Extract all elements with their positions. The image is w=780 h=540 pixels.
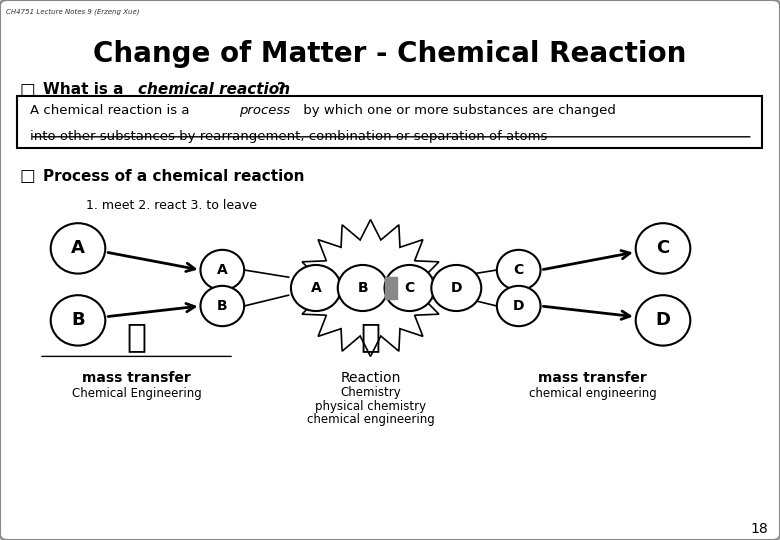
Circle shape [200, 250, 244, 290]
Text: □: □ [20, 167, 35, 185]
Text: Process of a chemical reaction: Process of a chemical reaction [43, 169, 304, 184]
Text: C: C [657, 239, 669, 258]
Text: Chemistry: Chemistry [340, 386, 401, 399]
Text: chemical engineering: chemical engineering [307, 413, 434, 426]
Text: mass transfer: mass transfer [538, 371, 647, 385]
Circle shape [636, 295, 690, 346]
Circle shape [497, 250, 541, 290]
Text: A: A [217, 263, 228, 277]
Text: What is a: What is a [43, 83, 129, 98]
Text: Reaction: Reaction [340, 371, 401, 385]
Text: Change of Matter - Chemical Reaction: Change of Matter - Chemical Reaction [94, 39, 686, 68]
Text: ?: ? [277, 83, 285, 98]
Text: Chemical Engineering: Chemical Engineering [72, 387, 201, 400]
Text: by which one or more substances are changed: by which one or more substances are chan… [299, 104, 615, 117]
Circle shape [497, 286, 541, 326]
Circle shape [636, 223, 690, 274]
Polygon shape [296, 220, 445, 356]
Text: B: B [217, 299, 228, 313]
Text: A chemical reaction is a: A chemical reaction is a [30, 104, 193, 117]
Bar [385, 277, 397, 299]
Text: chemical engineering: chemical engineering [529, 387, 657, 400]
Text: ⏞: ⏞ [126, 320, 147, 353]
Text: □: □ [20, 81, 35, 99]
Text: process: process [239, 104, 291, 117]
Text: C: C [404, 281, 415, 295]
Text: chemical reaction: chemical reaction [138, 83, 290, 98]
Text: D: D [513, 299, 524, 313]
Circle shape [51, 223, 105, 274]
Text: A: A [71, 239, 85, 258]
Text: 18: 18 [750, 522, 768, 536]
Circle shape [385, 265, 434, 311]
Text: mass transfer: mass transfer [82, 371, 191, 385]
Text: D: D [451, 281, 462, 295]
Text: D: D [655, 312, 671, 329]
Text: B: B [357, 281, 368, 295]
FancyBboxPatch shape [17, 96, 762, 147]
Text: B: B [71, 312, 85, 329]
Text: CH4751 Lecture Notes 9 (Erzeng Xue): CH4751 Lecture Notes 9 (Erzeng Xue) [6, 9, 140, 15]
Text: A: A [310, 281, 321, 295]
Text: physical chemistry: physical chemistry [315, 400, 426, 413]
Text: ⏞: ⏞ [360, 320, 381, 353]
Text: 1. meet 2. react 3. to leave: 1. meet 2. react 3. to leave [86, 199, 257, 212]
Text: into other substances by rearrangement, combination or separation of atoms: into other substances by rearrangement, … [30, 130, 547, 143]
Circle shape [291, 265, 341, 311]
Circle shape [200, 286, 244, 326]
Circle shape [431, 265, 481, 311]
Circle shape [338, 265, 388, 311]
Circle shape [51, 295, 105, 346]
Text: C: C [513, 263, 524, 277]
